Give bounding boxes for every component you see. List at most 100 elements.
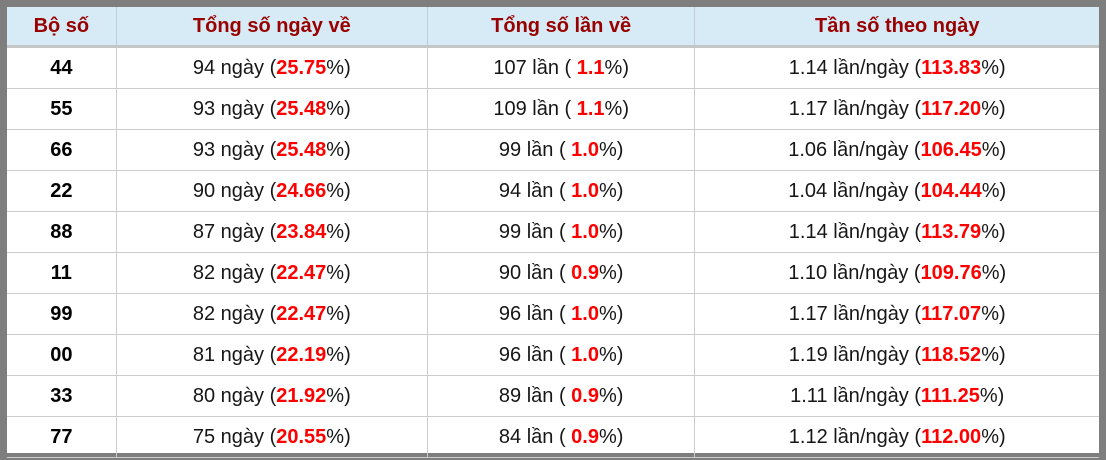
- pair-cell: 66: [7, 129, 117, 171]
- times-suffix: %): [604, 97, 629, 120]
- freq-cell: 1.14 lần/ngày (113.83%): [694, 46, 1099, 89]
- times-cell: 90 lần ( 0.9%): [427, 252, 696, 294]
- freq-suffix: %): [979, 384, 1005, 407]
- times-cell: 99 lần ( 1.0%): [427, 211, 696, 253]
- days-percent: 23.84: [276, 220, 327, 243]
- table-row: 88 87 ngày (23.84%) 99 lần ( 1.0%) 1.14 …: [7, 211, 1099, 253]
- header-times: Tổng số lần về: [427, 7, 696, 48]
- freq-cell: 1.06 lần/ngày (106.45%): [694, 129, 1099, 171]
- days-suffix: %): [326, 384, 351, 407]
- times-text: 94 lần (: [498, 179, 572, 202]
- freq-text: 1.11 lần/ngày (: [790, 384, 921, 407]
- pair-cell: 11: [7, 252, 117, 294]
- days-cell: 82 ngày (22.47%): [116, 252, 428, 294]
- times-suffix: %): [598, 384, 624, 407]
- freq-text: 1.19 lần/ngày (: [788, 343, 922, 366]
- table-row: 11 82 ngày (22.47%) 90 lần ( 0.9%) 1.10 …: [7, 252, 1099, 294]
- times-text: 109 lần (: [493, 97, 577, 120]
- table-row: 00 81 ngày (22.19%) 96 lần ( 1.0%) 1.19 …: [7, 334, 1099, 376]
- pair-cell: 99: [7, 293, 117, 335]
- freq-cell: 1.04 lần/ngày (104.44%): [694, 170, 1099, 212]
- times-suffix: %): [598, 261, 624, 284]
- table-row: 22 90 ngày (24.66%) 94 lần ( 1.0%) 1.04 …: [7, 170, 1099, 212]
- days-percent: 25.75: [276, 56, 327, 79]
- freq-cell: 1.12 lần/ngày (112.00%): [694, 416, 1099, 458]
- times-suffix: %): [598, 302, 624, 325]
- times-text: 107 lần (: [493, 56, 577, 79]
- days-text: 80 ngày (: [192, 384, 277, 407]
- times-text: 96 lần (: [498, 343, 572, 366]
- freq-suffix: %): [981, 179, 1007, 202]
- freq-cell: 1.19 lần/ngày (118.52%): [694, 334, 1099, 376]
- times-suffix: %): [598, 138, 624, 161]
- days-suffix: %): [326, 179, 351, 202]
- times-percent: 1.0: [571, 302, 599, 325]
- days-cell: 80 ngày (21.92%): [116, 375, 428, 417]
- times-suffix: %): [598, 220, 624, 243]
- times-percent: 1.0: [571, 343, 599, 366]
- header-freq: Tần số theo ngày: [694, 7, 1099, 48]
- times-percent: 0.9: [571, 425, 599, 448]
- times-cell: 99 lần ( 1.0%): [427, 129, 696, 171]
- freq-cell: 1.10 lần/ngày (109.76%): [694, 252, 1099, 294]
- freq-percent: 113.79: [921, 220, 982, 243]
- days-cell: 90 ngày (24.66%): [116, 170, 428, 212]
- freq-percent: 117.20: [921, 97, 982, 120]
- pair-cell: 55: [7, 88, 117, 130]
- freq-cell: 1.17 lần/ngày (117.20%): [694, 88, 1099, 130]
- freq-text: 1.14 lần/ngày (: [788, 56, 922, 79]
- freq-suffix: %): [981, 97, 1006, 120]
- freq-suffix: %): [981, 138, 1007, 161]
- times-text: 99 lần (: [498, 220, 572, 243]
- days-suffix: %): [326, 261, 351, 284]
- freq-text: 1.06 lần/ngày (: [788, 138, 921, 161]
- days-percent: 22.19: [276, 343, 327, 366]
- table-row: 99 82 ngày (22.47%) 96 lần ( 1.0%) 1.17 …: [7, 293, 1099, 335]
- days-cell: 75 ngày (20.55%): [116, 416, 428, 458]
- times-cell: 109 lần ( 1.1%): [427, 88, 696, 130]
- days-cell: 81 ngày (22.19%): [116, 334, 428, 376]
- times-text: 89 lần (: [498, 384, 572, 407]
- days-cell: 93 ngày (25.48%): [116, 88, 428, 130]
- freq-percent: 111.25: [920, 384, 980, 407]
- days-suffix: %): [326, 343, 351, 366]
- freq-percent: 117.07: [921, 302, 982, 325]
- table-row: 33 80 ngày (21.92%) 89 lần ( 0.9%) 1.11 …: [7, 375, 1099, 417]
- times-cell: 96 lần ( 1.0%): [427, 334, 696, 376]
- times-percent: 1.0: [571, 179, 599, 202]
- freq-suffix: %): [981, 220, 1006, 243]
- days-cell: 87 ngày (23.84%): [116, 211, 428, 253]
- days-percent: 22.47: [276, 261, 327, 284]
- pair-cell: 44: [7, 46, 117, 89]
- table-row: 66 93 ngày (25.48%) 99 lần ( 1.0%) 1.06 …: [7, 129, 1099, 171]
- times-percent: 1.0: [571, 138, 599, 161]
- freq-percent: 106.45: [920, 138, 982, 161]
- pair-cell: 77: [7, 416, 117, 458]
- times-cell: 96 lần ( 1.0%): [427, 293, 696, 335]
- days-suffix: %): [326, 220, 351, 243]
- times-percent: 1.1: [576, 56, 605, 79]
- freq-suffix: %): [981, 302, 1006, 325]
- days-percent: 21.92: [276, 384, 327, 407]
- times-percent: 1.0: [571, 220, 599, 243]
- pair-cell: 33: [7, 375, 117, 417]
- times-cell: 89 lần ( 0.9%): [427, 375, 696, 417]
- days-cell: 93 ngày (25.48%): [116, 129, 428, 171]
- days-percent: 20.55: [276, 425, 327, 448]
- days-cell: 94 ngày (25.75%): [116, 46, 428, 89]
- days-suffix: %): [326, 302, 351, 325]
- times-suffix: %): [598, 179, 624, 202]
- freq-text: 1.04 lần/ngày (: [788, 179, 921, 202]
- times-text: 90 lần (: [498, 261, 572, 284]
- freq-percent: 112.00: [921, 425, 982, 448]
- days-cell: 82 ngày (22.47%): [116, 293, 428, 335]
- freq-cell: 1.11 lần/ngày (111.25%): [694, 375, 1099, 417]
- days-text: 93 ngày (: [192, 97, 277, 120]
- times-cell: 94 lần ( 1.0%): [427, 170, 696, 212]
- freq-text: 1.10 lần/ngày (: [788, 261, 921, 284]
- pair-cell: 00: [7, 334, 117, 376]
- freq-suffix: %): [981, 425, 1006, 448]
- days-text: 82 ngày (: [192, 261, 277, 284]
- freq-percent: 118.52: [921, 343, 982, 366]
